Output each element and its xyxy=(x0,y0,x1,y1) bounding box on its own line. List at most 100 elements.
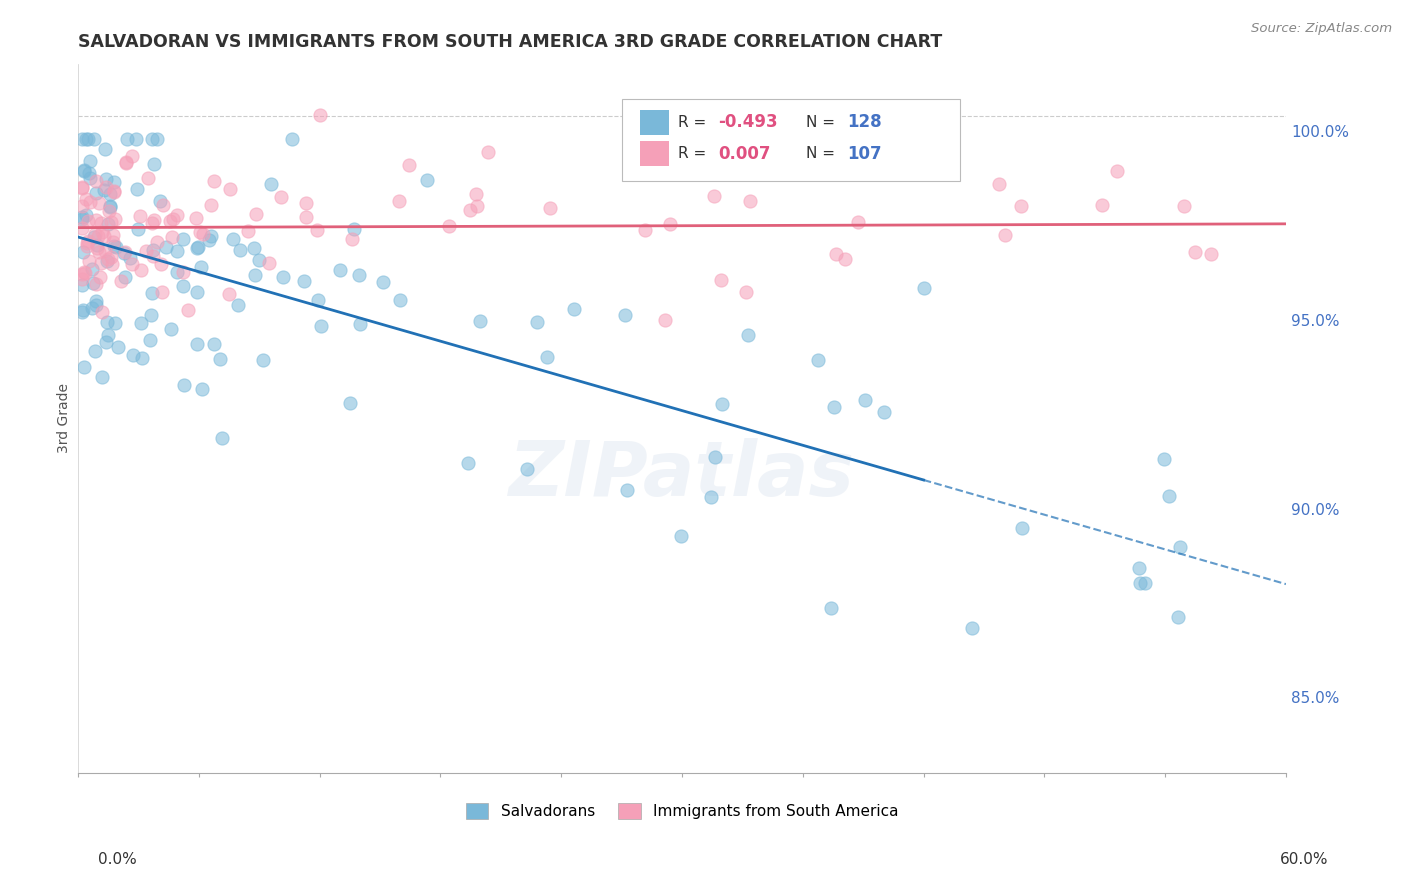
Point xyxy=(218,287,240,301)
Point xyxy=(202,174,225,188)
Point xyxy=(249,253,271,268)
Point xyxy=(654,313,676,327)
Point xyxy=(76,239,98,253)
Point xyxy=(118,251,141,265)
Point xyxy=(100,187,122,202)
Point xyxy=(538,201,561,215)
Point xyxy=(634,223,657,237)
Point xyxy=(72,244,94,259)
Point xyxy=(77,132,100,146)
Point xyxy=(125,132,148,146)
Point xyxy=(245,207,267,221)
Text: N =: N = xyxy=(807,115,841,130)
Point xyxy=(121,257,143,271)
Point xyxy=(79,153,101,168)
Point xyxy=(202,336,225,351)
Point xyxy=(186,337,208,351)
Point xyxy=(83,227,105,241)
Point xyxy=(1133,575,1156,590)
Point xyxy=(129,209,152,223)
Point xyxy=(94,244,117,259)
Point xyxy=(79,253,101,268)
Point xyxy=(872,404,894,418)
Point xyxy=(159,213,181,227)
Point xyxy=(94,172,117,186)
Point xyxy=(339,396,361,410)
Point xyxy=(146,235,169,249)
Text: R =: R = xyxy=(679,115,711,130)
Point xyxy=(614,308,637,322)
Text: SALVADORAN VS IMMIGRANTS FROM SOUTH AMERICA 3RD GRADE CORRELATION CHART: SALVADORAN VS IMMIGRANTS FROM SOUTH AMER… xyxy=(79,33,942,51)
Point xyxy=(792,161,814,176)
Point xyxy=(536,351,558,365)
Point xyxy=(83,229,105,244)
Point xyxy=(135,244,157,259)
Text: 128: 128 xyxy=(848,113,882,131)
Point xyxy=(73,163,96,178)
Point xyxy=(150,285,173,300)
Point xyxy=(735,285,758,299)
Point xyxy=(76,235,98,250)
Point xyxy=(295,210,318,224)
Point xyxy=(100,251,122,265)
Point xyxy=(273,269,295,284)
Point xyxy=(243,241,266,255)
Point xyxy=(343,222,366,236)
Point xyxy=(342,232,364,246)
Point xyxy=(389,293,412,307)
Point xyxy=(477,145,499,159)
Point xyxy=(72,360,94,375)
Point xyxy=(987,178,1010,192)
Point xyxy=(292,274,315,288)
Point xyxy=(703,450,725,464)
Point xyxy=(77,165,100,179)
Point xyxy=(84,186,107,201)
Point xyxy=(87,245,110,260)
Point xyxy=(93,229,115,244)
Point xyxy=(141,132,163,146)
Point xyxy=(122,348,145,362)
Point xyxy=(94,180,117,194)
Point xyxy=(104,316,127,330)
Point xyxy=(96,315,118,329)
Point xyxy=(737,328,759,343)
Point xyxy=(825,247,848,261)
Point xyxy=(294,195,316,210)
Point xyxy=(94,334,117,349)
Point xyxy=(1010,198,1032,212)
Point xyxy=(388,194,411,208)
Point xyxy=(86,174,108,188)
Point xyxy=(846,214,869,228)
Point xyxy=(114,244,136,259)
Point xyxy=(90,215,112,229)
Point xyxy=(172,232,194,246)
Point xyxy=(103,239,125,253)
Point xyxy=(834,252,856,266)
Point xyxy=(1168,540,1191,554)
Point xyxy=(110,274,132,288)
Point xyxy=(121,149,143,163)
Point xyxy=(371,275,394,289)
Point xyxy=(166,265,188,279)
Point xyxy=(468,313,491,327)
Point xyxy=(70,210,93,224)
Point xyxy=(1184,245,1206,260)
Point xyxy=(1105,164,1128,178)
Point xyxy=(141,216,163,230)
Point xyxy=(738,194,761,209)
Point xyxy=(75,208,97,222)
Point xyxy=(143,157,166,171)
Text: R =: R = xyxy=(679,146,711,161)
Point xyxy=(226,298,249,312)
Point xyxy=(187,240,209,254)
Point xyxy=(186,241,208,255)
Point xyxy=(141,286,163,301)
Point xyxy=(70,305,93,319)
Point xyxy=(98,203,121,218)
Point xyxy=(103,185,125,199)
FancyBboxPatch shape xyxy=(640,110,669,135)
Text: 0.007: 0.007 xyxy=(718,145,770,162)
Y-axis label: 3rd Grade: 3rd Grade xyxy=(58,384,72,453)
Point xyxy=(100,215,122,229)
Point xyxy=(236,224,259,238)
